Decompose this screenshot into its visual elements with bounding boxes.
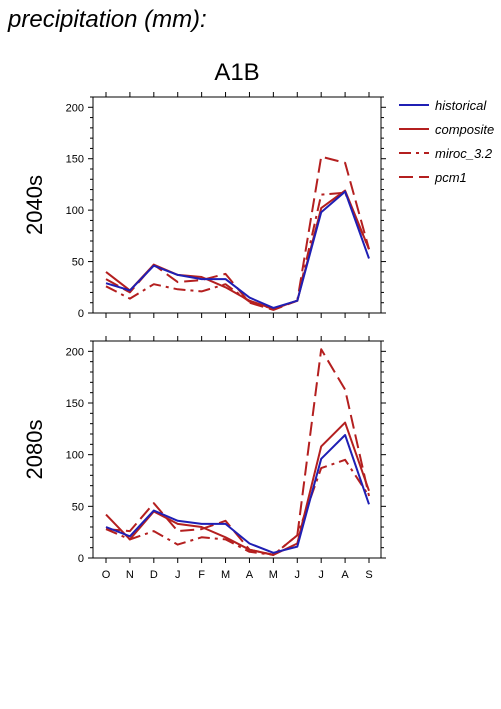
y-tick-label: 0 — [78, 308, 84, 320]
x-tick-label: A — [246, 569, 254, 581]
x-tick-label: M — [269, 569, 278, 581]
chart-title: A1B — [214, 59, 259, 86]
x-tick-label: O — [102, 569, 111, 581]
plot-frame — [92, 96, 382, 314]
plot-frame — [92, 340, 382, 559]
x-tick-label: M — [221, 569, 230, 581]
panel-ylabel: 2080s — [22, 420, 47, 480]
x-tick-label: J — [295, 569, 301, 581]
page-title: precipitation (mm): — [8, 6, 207, 33]
x-tick-label: J — [318, 569, 324, 581]
panel-2080s: 0 50 100 150 200 O N D J F M A M J J A S 2080s — [22, 336, 386, 581]
y-tick-label: 100 — [66, 450, 84, 462]
y-tick-label: 200 — [66, 102, 84, 114]
series-line-miroc-3-2 — [105, 191, 370, 310]
y-tick-label: 150 — [66, 154, 84, 166]
y-tick-label: 200 — [66, 346, 84, 358]
y-tick-label: 0 — [78, 553, 84, 565]
x-tick-label: S — [365, 569, 372, 581]
y-tick-label: 150 — [66, 398, 84, 410]
legend-label: composite — [435, 122, 494, 137]
panel-2040s: 0 50 100 150 200 2040s — [22, 92, 386, 320]
series-line-historical — [105, 190, 370, 309]
legend-label: pcm1 — [434, 170, 467, 185]
legend-label: historical — [435, 98, 487, 113]
series-line-historical — [105, 434, 370, 554]
series-line-composite — [105, 189, 370, 310]
legend: historical composite miroc_3.2 pcm1 — [399, 98, 494, 185]
y-tick-label: 50 — [72, 257, 84, 269]
legend-label: miroc_3.2 — [435, 146, 493, 161]
series-line-miroc-3-2 — [105, 458, 370, 556]
series-line-pcm1 — [105, 155, 370, 311]
x-tick-label: J — [175, 569, 181, 581]
panel-ylabel: 2040s — [22, 175, 47, 235]
x-tick-label: N — [126, 569, 134, 581]
y-tick-label: 100 — [66, 205, 84, 217]
y-tick-label: 50 — [72, 501, 84, 513]
x-tick-label: F — [198, 569, 205, 581]
x-tick-label: D — [150, 569, 158, 581]
x-tick-label: A — [341, 569, 349, 581]
series-line-pcm1 — [105, 348, 370, 556]
